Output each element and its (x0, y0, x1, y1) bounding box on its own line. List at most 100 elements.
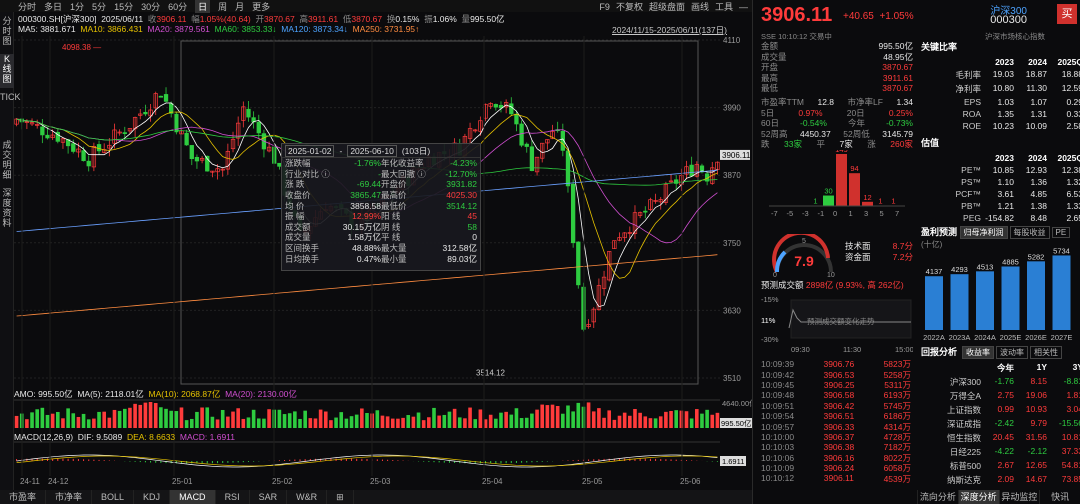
price-axis-tick: 3510 (723, 374, 741, 383)
amo-bar (478, 409, 483, 428)
candle-body (529, 146, 535, 171)
date-tick: 25-05 (582, 477, 603, 486)
toolbar-item-4[interactable]: 工具 (714, 2, 733, 12)
table-row-label: PEG (963, 213, 981, 223)
indicator-tab-4[interactable]: MACD (170, 490, 216, 504)
candle-body (107, 144, 112, 149)
ma5-legend: MA5: 3881.671 (18, 24, 76, 34)
indicator-tab-7[interactable]: W&R (287, 490, 328, 504)
ma250-legend: MA250: 3731.95↑ (352, 24, 420, 34)
returns-tab-0[interactable]: 收益率 (962, 346, 995, 359)
table-cell: 31.56 (1025, 432, 1047, 442)
dea-line (16, 455, 718, 467)
indicator-tab-6[interactable]: SAR (250, 490, 288, 504)
amo-bar (354, 414, 359, 428)
tooltip-row: 区间换手 48.88% 最大量 312.58亿 (285, 243, 477, 254)
indicator-tab-1[interactable]: 市净率 (46, 490, 93, 504)
returns-tab-1[interactable]: 波动率 (996, 346, 1029, 359)
buy-button[interactable]: 买 (1057, 4, 1077, 24)
table-cell: 6.53 (1066, 189, 1080, 199)
table-cell: 2.58 (1066, 121, 1080, 131)
table-cell: 12.38 (1061, 165, 1080, 175)
period-tab-4[interactable]: 15分 (114, 1, 134, 12)
amo-bar (535, 409, 539, 428)
bar-date: 2025/06/11 (101, 14, 144, 24)
candle-body (40, 126, 45, 136)
period-tab-1[interactable]: 多日 (44, 1, 63, 12)
amo-bar (689, 418, 694, 428)
candle-body (694, 164, 699, 177)
date-tick: 25-06 (680, 477, 701, 486)
indicator-tab-8[interactable]: ⊞ (327, 490, 354, 504)
gauge-score: 7.9 (794, 253, 814, 269)
amo-bar (14, 415, 19, 428)
amo-bar (92, 418, 96, 428)
leftnav-item-3[interactable]: 成交明细 (2, 140, 12, 180)
candle-body (612, 240, 617, 249)
toolbar-item-1[interactable]: 不复权 (615, 2, 643, 12)
period-tab-0[interactable]: 分时 (18, 1, 37, 12)
right-tab-3[interactable]: 快讯 (1039, 490, 1080, 504)
returns-tab-2[interactable]: 相关性 (1030, 346, 1063, 359)
indicator-tab-0[interactable]: 市盈率 (0, 490, 47, 504)
range-end[interactable]: 2025-06-10 (347, 144, 397, 157)
candle-body (163, 94, 169, 102)
candle-body (622, 232, 627, 239)
profit-tab-2[interactable]: PE (1051, 227, 1071, 238)
amo-bar (25, 419, 29, 428)
table-cell: 4.85 (1030, 189, 1047, 199)
profit-tab-1[interactable]: 每股收益 (1009, 226, 1050, 239)
period-tab-5[interactable]: 30分 (141, 1, 161, 12)
period-tab-2[interactable]: 1分 (70, 1, 85, 12)
profit-year-label: 2023A (949, 333, 971, 342)
period-tab-3[interactable]: 5分 (92, 1, 107, 12)
leftnav-item-2[interactable]: TICK (0, 92, 21, 102)
quote-row: 最低 3870.67 (761, 83, 913, 94)
table-header (921, 362, 981, 374)
amo-bar (530, 413, 534, 428)
volume-forecast-chart: -15% 11% -30% 预测成交额变化走势 09:30 11:30 15:00 (761, 295, 913, 354)
candle-body (189, 145, 194, 160)
period-tab-10[interactable]: 更多 (252, 1, 271, 12)
amo-bar (107, 417, 112, 428)
toolbar-item-3[interactable]: 画线 (690, 2, 709, 12)
tooltip-row: 均 价 3858.58 最低价 3514.12 (285, 200, 477, 211)
amo-legend: AMO: 995.50亿 MA(5): 2118.01亿 MA(10): 206… (14, 389, 297, 399)
period-tab-8[interactable]: 周 (218, 1, 228, 12)
leftnav-item-1[interactable]: K线图 (0, 54, 14, 88)
table-cell: 10.80 (992, 83, 1014, 93)
profit-tab-0[interactable]: 归母净利润 (959, 226, 1008, 239)
amo-bar (638, 412, 642, 428)
leftnav-item-0[interactable]: 分时图 (2, 16, 12, 46)
minimize-icon[interactable]: — (739, 1, 748, 12)
price-axis-tick: 4110 (723, 36, 741, 45)
leftnav-item-4[interactable]: 深度资料 (2, 188, 12, 228)
candle-body (174, 113, 179, 133)
indicator-tab-3[interactable]: KDJ (134, 490, 171, 504)
profit-bar-value: 4513 (977, 262, 994, 271)
right-tab-0[interactable]: 流向分析 (917, 490, 958, 504)
table-row-label: ROA (962, 109, 981, 119)
candle-body (236, 122, 241, 139)
amo-bar (365, 412, 369, 428)
right-tab-2[interactable]: 异动监控 (998, 490, 1040, 504)
range-selection-box[interactable] (180, 40, 699, 385)
range-start[interactable]: 2025-01-02 (285, 144, 335, 157)
table-cell: 11.30 (1026, 83, 1047, 93)
candle-body (81, 150, 86, 162)
toolbar-item-2[interactable]: 超级盘面 (648, 2, 685, 12)
profit-bar (1027, 261, 1045, 330)
trade-row: 10:10:09 3906.24 6058万 (761, 463, 911, 474)
right-tab-1[interactable]: 深度分析 (957, 490, 999, 504)
candle-body (266, 146, 272, 152)
indicator-tab-5[interactable]: RSI (216, 490, 250, 504)
indicator-tab-2[interactable]: BOLL (92, 490, 135, 504)
profit-year-label: 2022A (923, 333, 945, 342)
period-tab-7[interactable]: 日 (195, 0, 211, 13)
candle-body (96, 144, 102, 152)
period-tab-9[interactable]: 月 (235, 1, 245, 12)
toolbar-item-0[interactable]: F9 (599, 1, 610, 12)
amo-bar (164, 408, 168, 428)
quote-infoline: 000300.SH[沪深300] 2025/06/11 收3906.11 幅1.… (18, 14, 505, 24)
period-tab-6[interactable]: 60分 (168, 1, 188, 12)
